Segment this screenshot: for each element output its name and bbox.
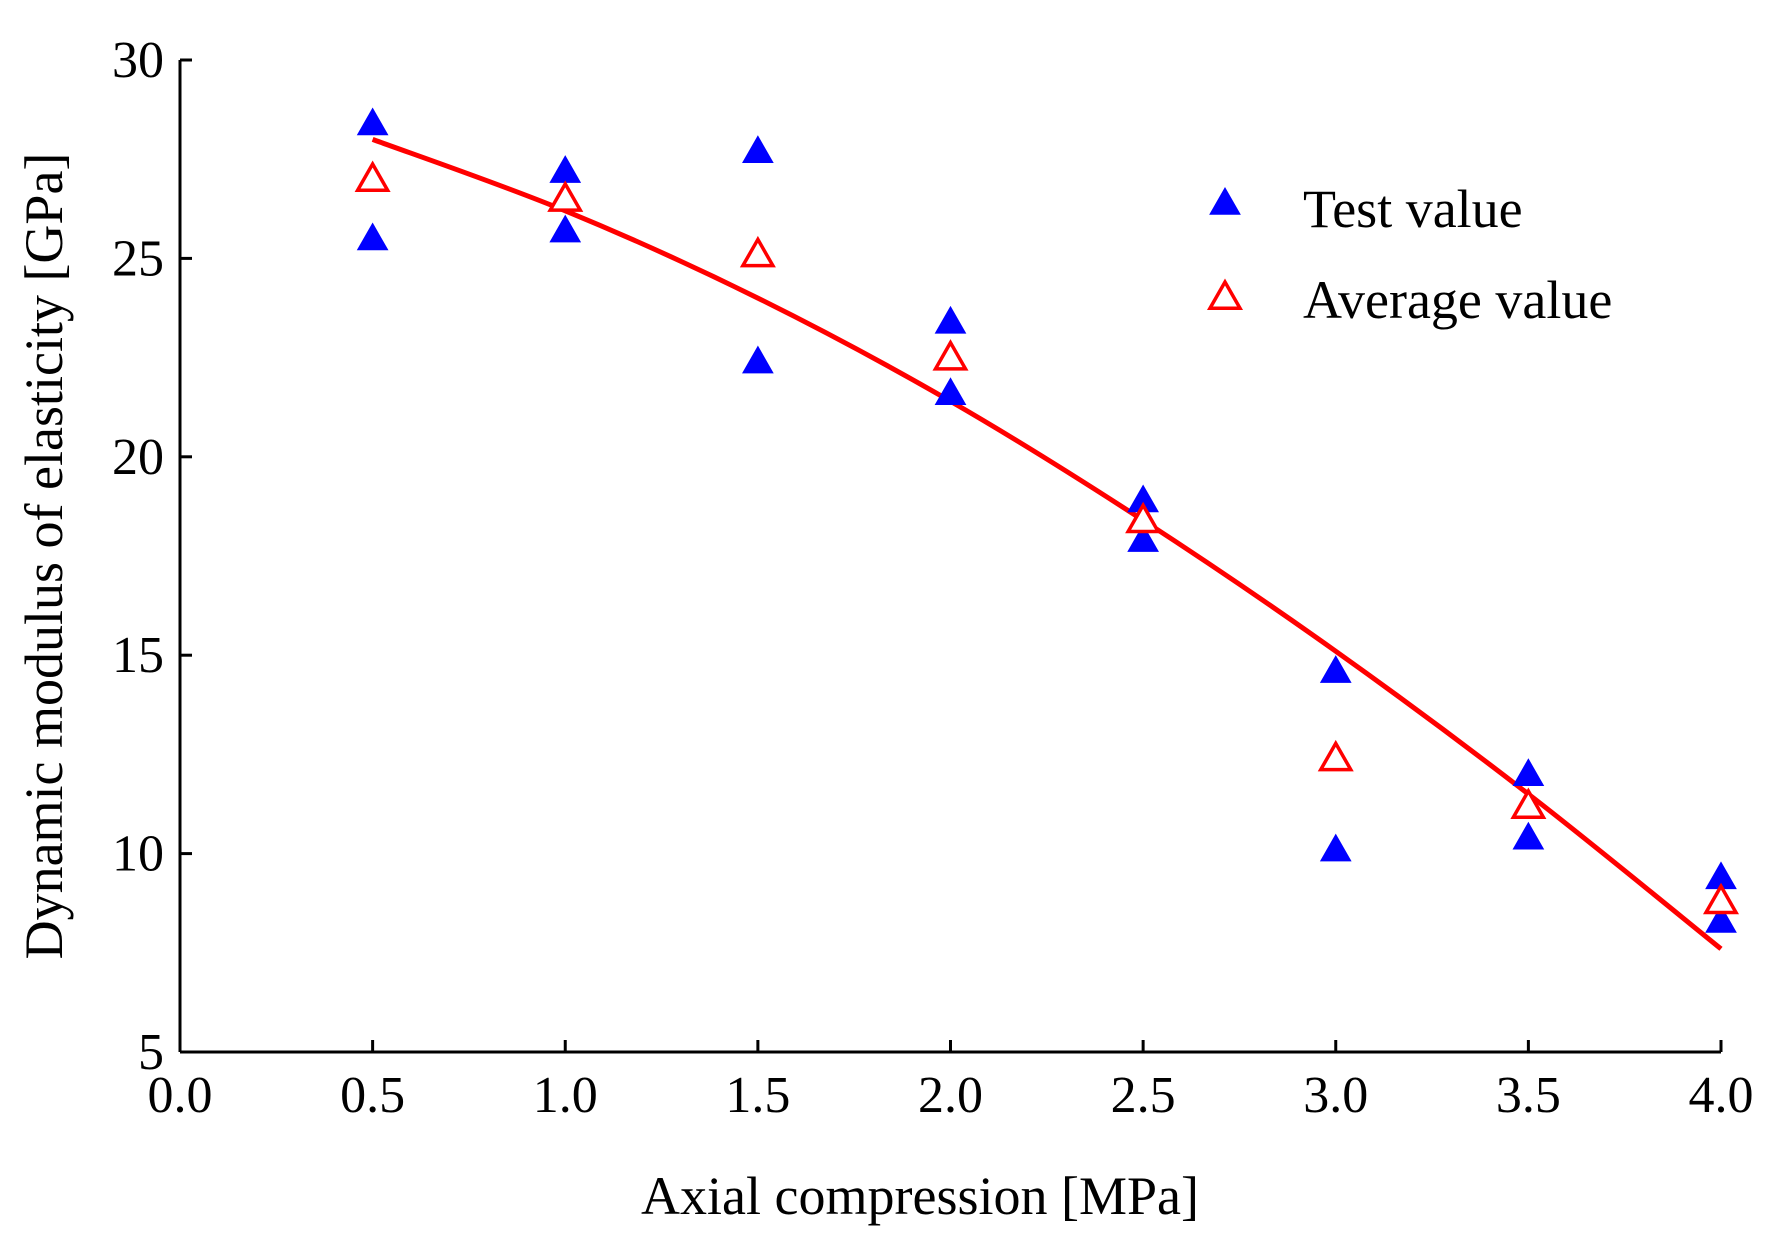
test-value-point [742,345,774,374]
legend-average-label: Average value [1303,270,1612,330]
x-tick-label: 2.0 [918,1067,983,1124]
y-tick-label: 15 [112,627,164,684]
y-tick-label: 5 [138,1024,164,1081]
fitting-curve [371,137,1723,951]
x-tick-label: 3.0 [1303,1067,1368,1124]
average-value-point [354,160,391,193]
average-value-point [739,235,776,268]
test-value-point [549,214,582,243]
test-value-point [1512,821,1545,850]
average-value-point [1317,739,1354,772]
x-tick-label: 0.0 [148,1067,213,1124]
test-value-point [934,305,967,334]
legend-test-marker [1209,186,1241,215]
test-value-point [1319,655,1352,683]
test-value-series [356,107,1737,933]
test-value-point [549,155,582,183]
legend-test-triangle [1209,186,1241,215]
test-value-point [742,135,774,164]
x-tick-label: 0.5 [340,1067,405,1124]
x-tick-label: 1.5 [725,1067,790,1124]
test-value-point [1705,905,1737,933]
test-value-point [1127,524,1159,552]
average-value-point [932,339,969,371]
x-tick-label: 3.5 [1496,1067,1561,1124]
x-axis-ticks: 0.0 0.5 1.0 1.5 2.0 2.5 3.0 3.5 4.0 [148,1040,1754,1124]
average-value-point [1125,501,1162,534]
test-value-point [356,222,389,251]
test-value-point [1319,833,1352,862]
legend-test-label: Test value [1303,179,1523,239]
x-tick-label: 2.5 [1111,1067,1176,1124]
y-tick-label: 30 [112,32,164,89]
legend: Test value Average value [1206,179,1612,330]
average-value-point [1510,787,1547,819]
y-axis-title: Dynamic modulus of elasticity [GPa] [14,153,74,960]
legend-average-triangle [1206,278,1244,310]
plot-area: 0.0 0.5 1.0 1.5 2.0 2.5 3.0 3.5 4.0 5 10 15 20 25 30 [112,32,1754,1124]
x-axis-title: Axial compression [MPa] [641,1166,1199,1226]
x-tick-label: 4.0 [1689,1067,1754,1124]
average-value-point [1702,882,1740,915]
x-tick-label: 1.0 [533,1067,598,1124]
test-value-point [1512,758,1545,786]
y-tick-label: 25 [112,230,164,287]
test-value-point [356,107,389,136]
test-value-point [934,377,967,406]
legend-average-marker [1206,278,1244,310]
y-tick-label: 10 [112,826,164,883]
y-tick-label: 20 [112,429,164,486]
y-axis-ticks: 5 10 15 20 25 30 [112,32,192,1081]
average-value-point [547,180,584,212]
average-value-series [354,160,1740,915]
